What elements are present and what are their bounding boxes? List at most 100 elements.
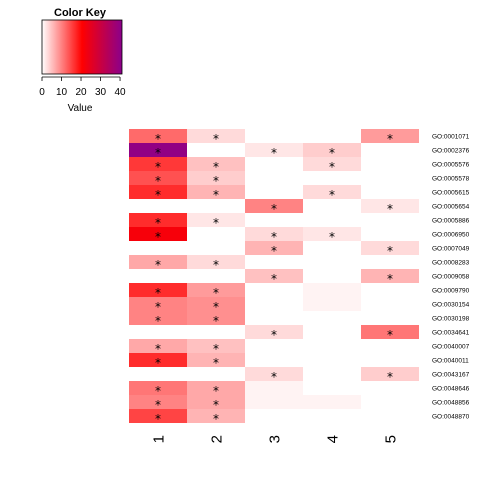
- heatmap-cell: [361, 311, 419, 325]
- row-label: GO:0005886: [432, 218, 470, 225]
- row-label: GO:0048646: [432, 386, 470, 393]
- significance-star: *: [329, 188, 335, 202]
- column-label: 4: [324, 435, 341, 443]
- column-label: 1: [150, 435, 167, 443]
- heatmap-cell: [129, 171, 187, 185]
- row-label: GO:0005654: [432, 204, 470, 211]
- color-key-tick-label: 30: [95, 87, 107, 98]
- significance-star: *: [155, 146, 161, 160]
- significance-star: *: [387, 202, 393, 216]
- heatmap-cell: [245, 199, 303, 213]
- significance-star: *: [329, 160, 335, 174]
- significance-star: *: [155, 258, 161, 272]
- heatmap-cell: [129, 143, 187, 157]
- heatmap-cell: [129, 297, 187, 311]
- heatmap-cell: [245, 255, 303, 269]
- significance-star: *: [271, 370, 277, 384]
- heatmap-cell: [361, 353, 419, 367]
- heatmap-cell: [129, 395, 187, 409]
- heatmap-cell: [303, 143, 361, 157]
- heatmap-cell: [361, 283, 419, 297]
- significance-star: *: [213, 300, 219, 314]
- row-label: GO:0048856: [432, 400, 470, 407]
- significance-star: *: [271, 230, 277, 244]
- heatmap-cell: [361, 171, 419, 185]
- column-label: 3: [266, 435, 283, 443]
- heatmap-cells: [129, 129, 419, 423]
- row-labels: GO:0001071 GO:0002376 GO:0005576 GO:0005578…: [432, 134, 470, 421]
- heatmap-cell: [187, 129, 245, 143]
- heatmap-cell: [129, 283, 187, 297]
- heatmap-cell: [303, 241, 361, 255]
- heatmap-cell: [245, 353, 303, 367]
- significance-star: *: [155, 188, 161, 202]
- significance-star: *: [213, 342, 219, 356]
- significance-star: *: [155, 160, 161, 174]
- significance-star: *: [213, 258, 219, 272]
- significance-star: *: [271, 202, 277, 216]
- heatmap-cell: [245, 367, 303, 381]
- significance-star: *: [155, 314, 161, 328]
- significance-star: *: [155, 216, 161, 230]
- heatmap-cell: [303, 199, 361, 213]
- heatmap-cell: [245, 129, 303, 143]
- significance-star: *: [271, 244, 277, 258]
- heatmap-cell: [245, 227, 303, 241]
- heatmap-cell: [361, 241, 419, 255]
- heatmap-cell: [245, 269, 303, 283]
- heatmap-cell: [303, 395, 361, 409]
- row-label: GO:0001071: [432, 134, 470, 141]
- heatmap-cell: [361, 339, 419, 353]
- heatmap-cell: [245, 143, 303, 157]
- row-label: GO:0009058: [432, 274, 470, 281]
- significance-star: *: [213, 314, 219, 328]
- heatmap-cell: [187, 381, 245, 395]
- heatmap-cell: [303, 367, 361, 381]
- heatmap-cell: [187, 171, 245, 185]
- heatmap-cell: [303, 185, 361, 199]
- row-label: GO:0002376: [432, 148, 470, 155]
- heatmap-cell: [303, 213, 361, 227]
- significance-star: *: [155, 174, 161, 188]
- heatmap-cell: [129, 199, 187, 213]
- significance-star: *: [155, 286, 161, 300]
- heatmap-cell: [187, 143, 245, 157]
- heatmap-cell: [187, 311, 245, 325]
- heatmap-cell: [361, 157, 419, 171]
- heatmap-cell: [129, 339, 187, 353]
- heatmap-cell: [129, 269, 187, 283]
- heatmap-cell: [361, 367, 419, 381]
- heatmap-cell: [187, 353, 245, 367]
- heatmap-cell: [187, 297, 245, 311]
- heatmap-cell: [129, 185, 187, 199]
- significance-star: *: [271, 146, 277, 160]
- significance-star: *: [155, 342, 161, 356]
- significance-star: *: [213, 412, 219, 426]
- heatmap-cell: [361, 199, 419, 213]
- color-key-tick-label: 40: [114, 87, 126, 98]
- row-label: GO:0008283: [432, 260, 470, 267]
- significance-star: *: [213, 356, 219, 370]
- heatmap-cell: [129, 325, 187, 339]
- heatmap-cell: [303, 227, 361, 241]
- heatmap-cell: [129, 129, 187, 143]
- color-key-gradient-bar: [41, 19, 123, 75]
- heatmap-cell: [361, 213, 419, 227]
- heatmap-cell: [303, 255, 361, 269]
- significance-star: *: [387, 328, 393, 342]
- significance-star: *: [213, 384, 219, 398]
- heatmap-cell: [303, 409, 361, 423]
- heatmap-cell: [303, 381, 361, 395]
- heatmap-cell: [303, 171, 361, 185]
- heatmap-cell: [187, 395, 245, 409]
- heatmap-cell: [129, 381, 187, 395]
- heatmap-cell: [361, 185, 419, 199]
- significance-star: *: [155, 356, 161, 370]
- row-label: GO:0005576: [432, 162, 470, 169]
- heatmap-cell: [245, 297, 303, 311]
- heatmap-cell: [129, 409, 187, 423]
- heatmap-cell: [129, 353, 187, 367]
- heatmap-cell: [245, 325, 303, 339]
- row-label: GO:0030198: [432, 316, 470, 323]
- significance-star: *: [387, 272, 393, 286]
